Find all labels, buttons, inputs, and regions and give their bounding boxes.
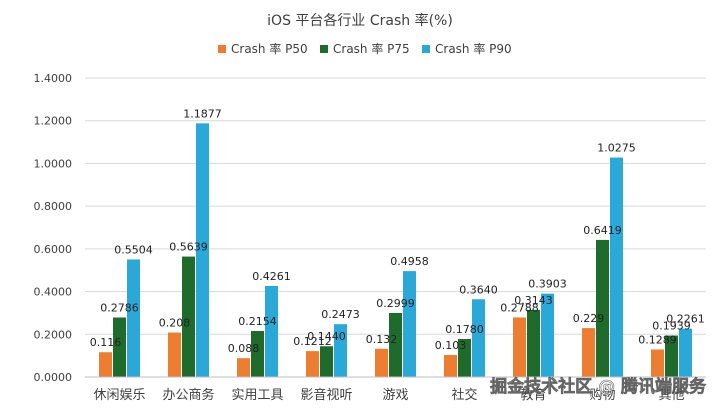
data-label: 0.1289 — [638, 333, 677, 346]
bar — [541, 293, 554, 377]
data-label: 0.088 — [228, 342, 260, 355]
x-tick-label: 影音视听 — [300, 387, 352, 403]
bar — [265, 285, 278, 377]
chart-title: iOS 平台各行业 Crash 率(%) — [267, 12, 453, 29]
watermark: 掘金技术社区 @ 腾讯端服务 — [490, 376, 707, 398]
bar — [527, 309, 540, 377]
data-label: 0.116 — [90, 336, 122, 349]
data-label: 0.132 — [366, 333, 398, 346]
bar — [320, 346, 333, 377]
bar — [306, 351, 319, 377]
bar — [251, 330, 264, 377]
bar — [458, 338, 471, 377]
bar — [472, 299, 485, 377]
bar — [196, 123, 209, 377]
bar — [99, 352, 112, 377]
x-tick-label: 休闲娱乐 — [93, 388, 145, 403]
x-tick-label: 社交 — [451, 387, 477, 403]
bar — [651, 349, 664, 377]
x-tick-label: 实用工具 — [231, 388, 283, 403]
x-tick-label: 购物 — [589, 387, 615, 403]
data-label: 0.6419 — [583, 224, 622, 237]
bar — [596, 239, 609, 377]
x-tick-label: 其他 — [658, 388, 684, 403]
bar — [513, 317, 526, 377]
bar — [403, 271, 416, 377]
data-labels: 0.116 0.2786 0.5504 0.208 0.5639 1.1877 0.088 0… — [90, 107, 705, 355]
data-label: 0.208 — [159, 317, 191, 330]
bar — [679, 328, 692, 377]
y-tick-label: 0.0000 — [34, 371, 73, 384]
legend-swatch — [422, 45, 430, 53]
legend: Crash 率 P50 Crash 率 P75 Crash 率 P90 — [218, 41, 512, 56]
y-tick-label: 0.6000 — [34, 243, 73, 256]
watermark-text: 掘金技术社区 @ 腾讯端服务 — [490, 376, 707, 397]
bar — [582, 328, 595, 377]
bar — [168, 332, 181, 377]
bar — [113, 317, 126, 377]
data-label: 1.0275 — [597, 142, 636, 155]
bar — [389, 312, 402, 377]
y-tick-label: 1.2000 — [34, 115, 73, 128]
y-tick-label: 1.4000 — [34, 72, 73, 85]
bar — [127, 259, 140, 377]
y-tick-label: 0.2000 — [34, 328, 73, 341]
data-label: 0.2261 — [666, 313, 705, 326]
bar — [610, 157, 623, 377]
x-tick-label: 办公商务 — [162, 387, 214, 403]
data-label: 0.2786 — [100, 301, 139, 314]
data-label: 0.3640 — [459, 283, 498, 296]
data-label: 0.5639 — [169, 241, 208, 254]
data-label: 0.1440 — [307, 330, 346, 343]
data-label: 0.229 — [573, 312, 605, 325]
legend-swatch — [320, 45, 328, 53]
y-tick-label: 1.0000 — [34, 157, 73, 170]
bar — [444, 355, 457, 377]
y-axis: 0.0000 0.2000 0.4000 0.6000 0.8000 1.0000 1.20… — [34, 72, 73, 384]
legend-label: Crash 率 P50 — [231, 41, 308, 56]
y-tick-label: 0.4000 — [34, 286, 73, 299]
y-tick-label: 0.8000 — [34, 200, 73, 213]
legend-label: Crash 率 P75 — [333, 41, 410, 56]
legend-swatch — [218, 45, 226, 53]
data-label: 0.2154 — [238, 315, 277, 328]
bar — [665, 335, 678, 377]
bar — [334, 324, 347, 377]
data-label: 0.1212 — [293, 335, 332, 348]
data-label: 0.2473 — [321, 308, 360, 321]
legend-label: Crash 率 P90 — [435, 41, 512, 56]
bar — [375, 348, 388, 377]
data-label: 0.4958 — [390, 255, 429, 268]
data-label: 0.103 — [435, 339, 467, 352]
data-label: 0.3903 — [528, 278, 567, 291]
data-label: 0.5504 — [114, 243, 153, 256]
data-label: 0.3143 — [514, 294, 553, 307]
data-label: 0.1780 — [445, 323, 484, 336]
data-label: 1.1877 — [183, 107, 222, 120]
bar — [182, 256, 195, 377]
x-axis: 休闲娱乐 办公商务 实用工具 影音视听 游戏 社交 教育 购物 其他 — [85, 376, 706, 403]
data-label: 0.2999 — [376, 297, 415, 310]
bar — [237, 358, 250, 377]
data-label: 0.1939 — [652, 320, 691, 333]
data-label: 0.4261 — [252, 270, 291, 283]
bars — [99, 123, 692, 377]
x-tick-label: 游戏 — [382, 388, 408, 403]
data-label: 0.2788 — [500, 301, 539, 314]
x-tick-label: 教育 — [520, 387, 546, 403]
